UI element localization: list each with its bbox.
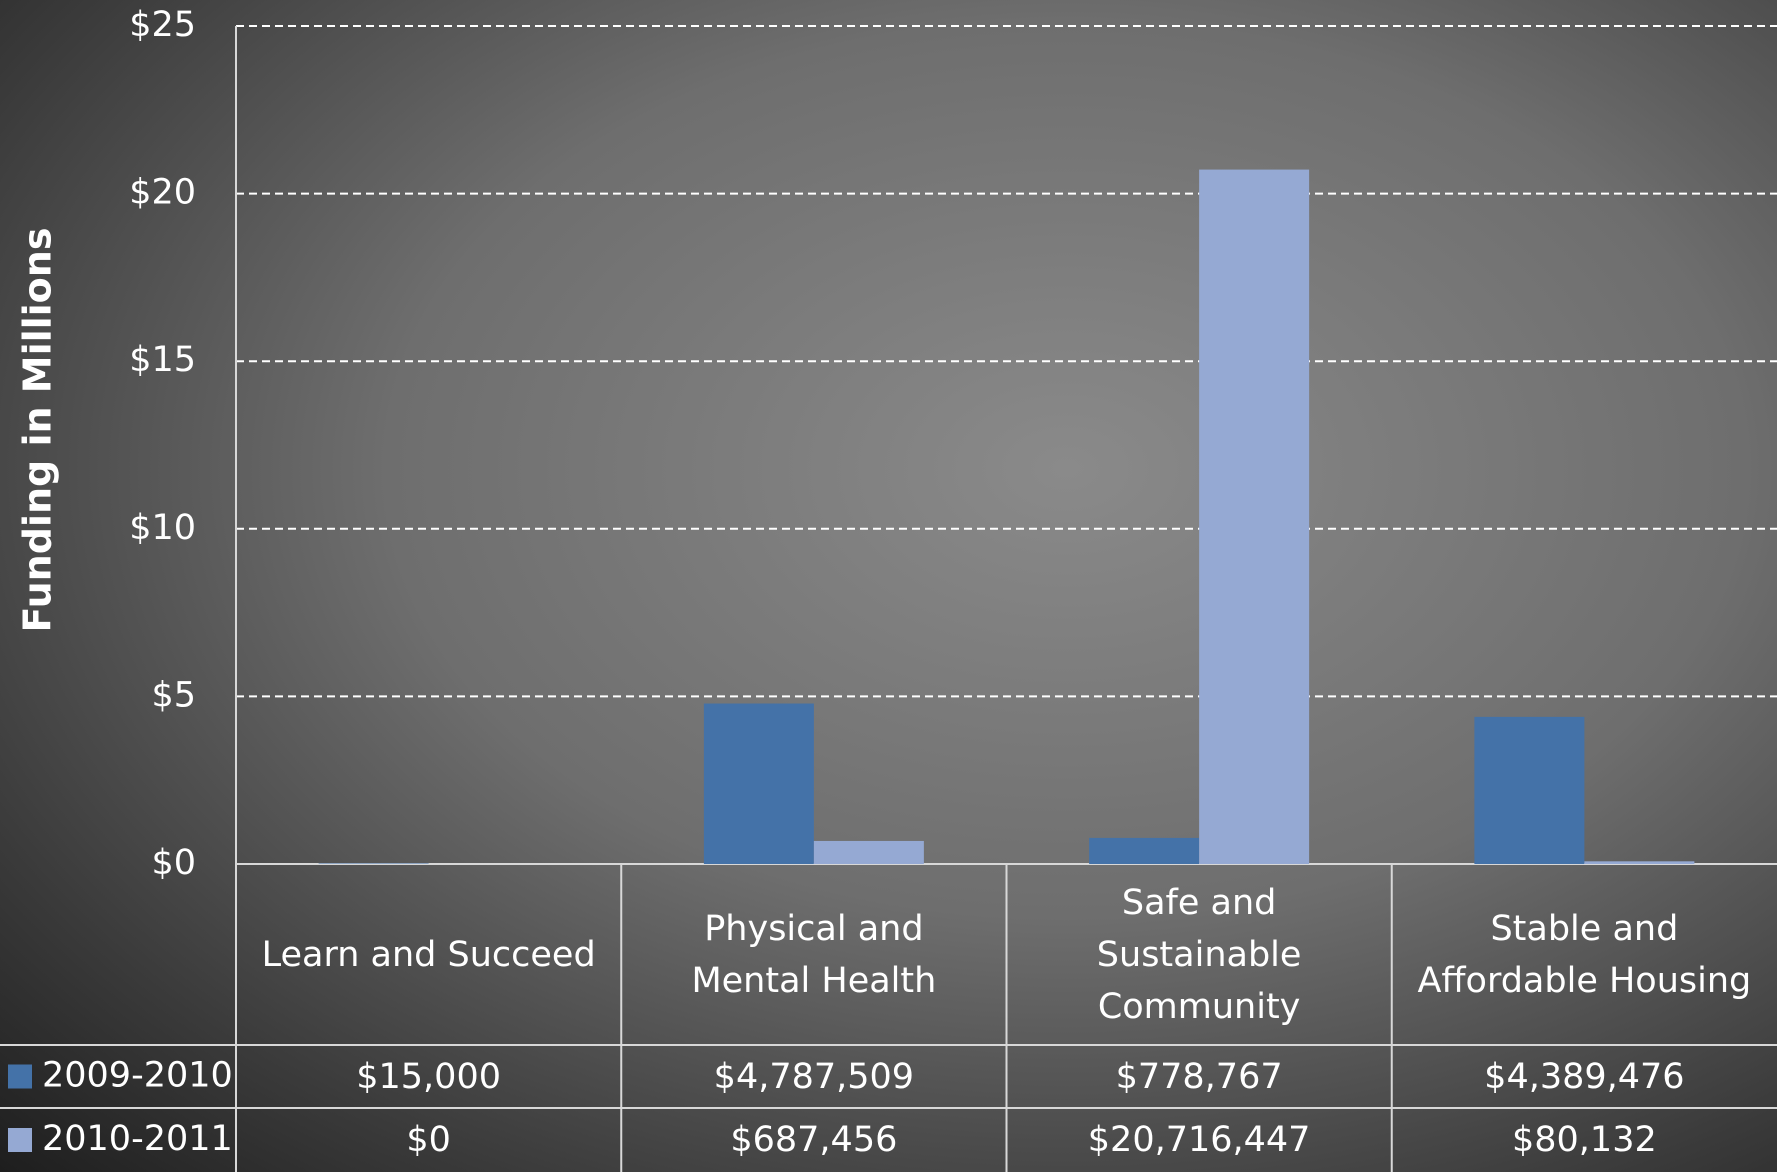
category-label: Safe and Sustainable Community (1096, 882, 1302, 1027)
table-value: $15,000 (356, 1056, 501, 1097)
table-value: $4,787,509 (713, 1056, 915, 1097)
bar (813, 840, 924, 864)
bar (1089, 837, 1200, 864)
table-value: $778,767 (1115, 1056, 1283, 1097)
bar (1584, 861, 1695, 864)
legend-swatch (8, 1064, 32, 1089)
y-tick-label: $5 (151, 675, 196, 715)
bar (703, 703, 814, 864)
legend-label: 2009-2010 (42, 1056, 233, 1096)
legend-swatch (8, 1128, 32, 1152)
table-value: $80,132 (1512, 1120, 1657, 1160)
y-tick-label: $25 (129, 5, 196, 45)
bar (1199, 169, 1310, 864)
table-value: $687,456 (730, 1120, 898, 1160)
legend-label: 2010-2011 (42, 1119, 233, 1159)
table-value: $20,716,447 (1087, 1120, 1311, 1160)
y-tick-label: $15 (129, 340, 196, 380)
category-label: Learn and Succeed (261, 934, 596, 975)
table-value: $0 (406, 1120, 451, 1160)
category-label: Physical and Mental Health (691, 908, 937, 1001)
y-tick-label: $10 (129, 508, 196, 548)
y-tick-label: $0 (151, 843, 196, 883)
y-axis-label: Funding in Millions (16, 228, 60, 633)
category-label: Stable and Affordable Housing (1417, 908, 1752, 1001)
table-value: $4,389,476 (1484, 1056, 1685, 1097)
y-tick-label: $20 (129, 173, 196, 213)
bar (318, 863, 429, 864)
bar (1474, 716, 1585, 864)
